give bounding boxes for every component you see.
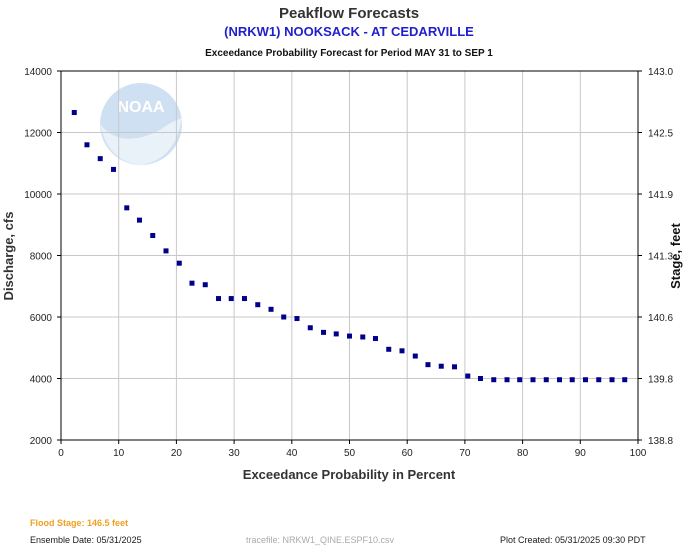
data-point [189,280,195,286]
x-tick-label: 80 [517,448,529,459]
data-point [333,331,339,337]
y2-tick-label: 139.8 [648,375,673,386]
chart-title: Peakflow Forecasts [279,5,419,22]
y-axis-left: 2000 4000 6000 8000 10000 12000 14000 [24,67,61,447]
y-axis-right: 138.8 139.8 140.6 141.3 141.9 142.5 143.0 [638,67,673,447]
x-tick-label: 50 [344,448,356,459]
data-point [491,377,497,383]
x-tick-label: 0 [58,448,64,459]
data-point [281,314,287,320]
y-tick-label: 12000 [24,129,52,140]
data-point [372,336,378,342]
x-axis-label: Exceedance Probability in Percent [243,467,456,482]
y2-tick-label: 141.3 [648,252,673,263]
y-tick-label: 14000 [24,67,52,78]
y2-tick-label: 143.0 [648,67,673,78]
x-tick-label: 40 [286,448,298,459]
data-point [176,260,182,266]
x-tick-label: 90 [575,448,587,459]
data-point [268,306,274,312]
data-point [517,377,523,383]
data-point [569,377,575,383]
grid [61,71,638,440]
x-tick-label: 60 [402,448,414,459]
data-point [307,325,313,331]
y2-tick-label: 141.9 [648,190,673,201]
x-tick-label: 70 [459,448,471,459]
data-point [150,233,156,239]
x-tick-label: 10 [113,448,125,459]
data-points [71,110,628,383]
data-point [477,376,483,381]
plot-created-text: Plot Created: 05/31/2025 09:30 PDT [500,535,646,545]
flood-stage-text: Flood Stage: 146.5 feet [30,518,129,528]
y-tick-label: 2000 [30,436,53,447]
data-point [228,296,234,302]
data-point [425,362,431,368]
data-point [241,296,247,302]
data-point [609,377,615,383]
data-point [71,110,77,116]
data-point [111,166,117,172]
data-point [452,364,458,370]
y-tick-label: 8000 [30,252,53,263]
data-point [582,377,588,383]
y2-tick-label: 138.8 [648,436,673,447]
data-point [97,156,103,162]
data-point [136,217,142,223]
data-point [412,353,418,359]
y-tick-label: 4000 [30,375,53,386]
data-point [386,346,392,352]
data-point [543,377,549,383]
data-point [255,302,261,308]
data-point [399,348,405,354]
y-tick-label: 6000 [30,313,53,324]
data-point [596,377,602,383]
data-point [84,142,90,148]
data-point [163,248,169,254]
noaa-logo-text: NOAA [117,99,165,116]
y-tick-label: 10000 [24,190,52,201]
x-axis: 0 10 20 30 40 50 60 70 80 90 100 [58,440,647,459]
chart-subtitle: (NRKW1) NOOKSACK - AT CEDARVILLE [224,24,474,39]
ensemble-date-text: Ensemble Date: 05/31/2025 [30,535,142,545]
data-point [557,377,563,383]
data-point [465,373,471,379]
data-point [360,334,366,340]
data-point [216,296,222,302]
x-tick-label: 30 [229,448,241,459]
data-point [321,329,327,335]
data-point [622,377,628,383]
x-tick-label: 100 [630,448,647,459]
noaa-logo-icon: NOAA [100,83,182,165]
data-point [504,377,510,383]
data-point [530,377,536,383]
y2-tick-label: 142.5 [648,129,673,140]
data-point [438,363,444,369]
data-point [347,333,352,339]
y-axis-label: Discharge, cfs [1,212,16,301]
data-point [294,316,300,322]
tracefile-text: tracefile: NRKW1_QINE.ESPF10.csv [246,535,395,545]
data-point [124,205,130,211]
x-tick-label: 20 [171,448,183,459]
chart-period: Exceedance Probability Forecast for Peri… [205,48,493,59]
data-point [202,282,208,288]
y2-axis-label: Stage, feet [668,222,683,288]
y2-tick-label: 140.6 [648,313,673,324]
